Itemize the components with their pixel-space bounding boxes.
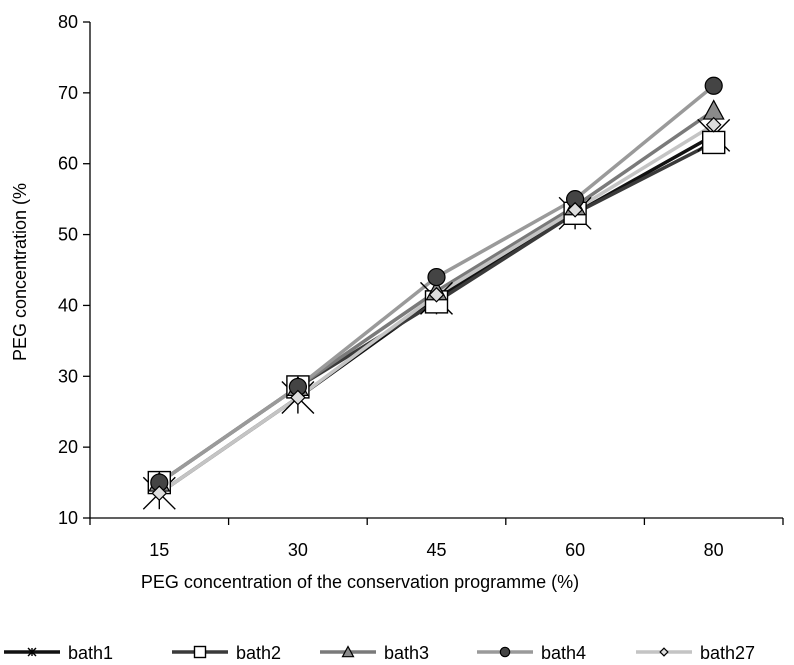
legend-label: bath1 <box>68 643 113 663</box>
marker-diamond <box>567 201 583 218</box>
x-tick-label: 80 <box>704 540 724 560</box>
chart-legend: bath1 bath2 bath3 bath4 bath27 <box>4 643 755 663</box>
marker-triangle <box>341 645 355 658</box>
y-axis-label: PEG concentration (% <box>10 183 30 361</box>
legend-item-bath4: bath4 <box>477 643 586 663</box>
legend-label: bath3 <box>384 643 429 663</box>
chart-axes <box>83 21 784 525</box>
y-tick-label: 50 <box>58 225 78 245</box>
legend-label: bath2 <box>236 643 281 663</box>
legend-item-bath27: bath27 <box>636 643 755 663</box>
x-tick-label: 45 <box>426 540 446 560</box>
y-tick-label: 70 <box>58 83 78 103</box>
series-markers-bath4 <box>150 76 723 492</box>
marker-circle <box>427 267 446 287</box>
legend-label: bath27 <box>700 643 755 663</box>
x-tick-label: 30 <box>288 540 308 560</box>
marker-diamond <box>659 647 669 657</box>
x-tick-label: 15 <box>149 540 169 560</box>
legend-label: bath4 <box>541 643 586 663</box>
marker-square <box>702 130 726 155</box>
series-markers-bath27 <box>151 116 722 502</box>
y-tick-label: 30 <box>58 366 78 386</box>
x-tick-label: 60 <box>565 540 585 560</box>
marker-diamond <box>290 389 306 406</box>
x-axis-label: PEG concentration of the conservation pr… <box>141 572 579 592</box>
marker-diamond <box>151 485 168 502</box>
marker-diamond <box>428 286 445 303</box>
y-tick-label: 40 <box>58 295 78 315</box>
legend-item-bath3: bath3 <box>320 643 429 663</box>
series-markers <box>142 76 731 510</box>
marker-circle <box>704 76 723 95</box>
legend-item-bath1: bath1 <box>4 643 113 663</box>
marker-diamond <box>705 116 722 133</box>
y-tick-label: 80 <box>58 12 78 32</box>
marker-triangle <box>702 99 725 120</box>
y-tick-label: 60 <box>58 154 78 174</box>
x-tick-labels: 15 30 45 60 80 <box>149 540 723 560</box>
marker-square <box>193 645 207 659</box>
y-tick-label: 20 <box>58 437 78 457</box>
marker-circle <box>499 646 511 658</box>
legend-item-bath2: bath2 <box>172 643 281 663</box>
y-tick-label: 10 <box>58 508 78 528</box>
y-tick-labels: 10 20 30 40 50 60 70 80 <box>58 12 78 528</box>
